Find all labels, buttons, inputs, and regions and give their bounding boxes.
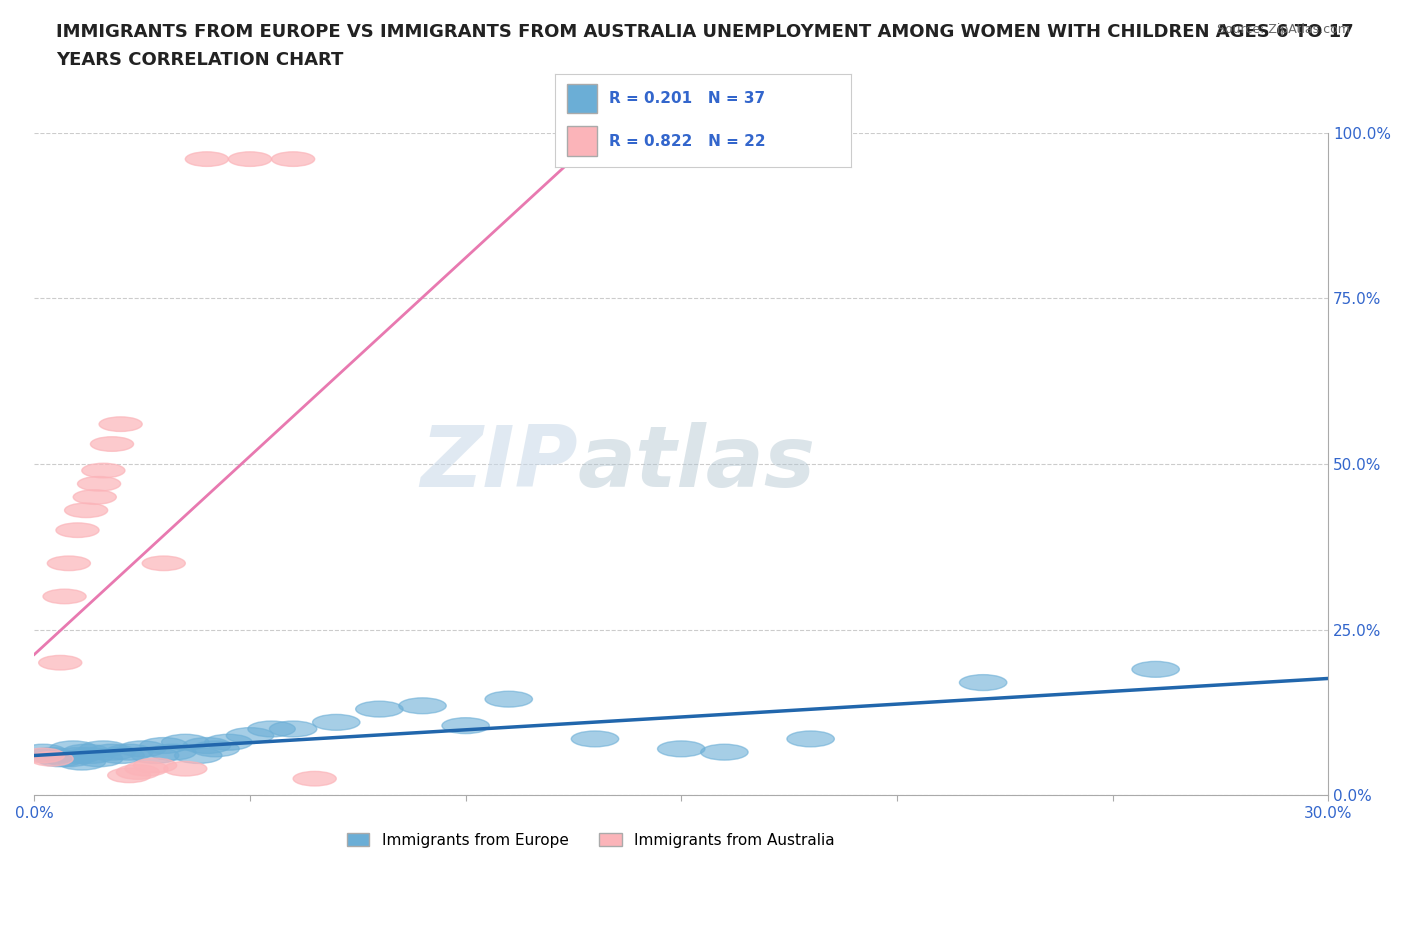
Ellipse shape	[45, 751, 93, 766]
Ellipse shape	[191, 741, 239, 757]
Ellipse shape	[90, 437, 134, 451]
Legend: Immigrants from Europe, Immigrants from Australia: Immigrants from Europe, Immigrants from …	[340, 827, 841, 854]
Ellipse shape	[117, 764, 159, 779]
Ellipse shape	[134, 758, 177, 773]
Ellipse shape	[1132, 661, 1180, 677]
Ellipse shape	[97, 748, 145, 764]
Ellipse shape	[89, 744, 136, 760]
FancyBboxPatch shape	[567, 84, 596, 113]
Text: ZIP: ZIP	[420, 422, 578, 505]
Ellipse shape	[226, 727, 274, 744]
Ellipse shape	[356, 701, 404, 717]
Ellipse shape	[399, 698, 446, 713]
Ellipse shape	[65, 503, 108, 518]
Ellipse shape	[149, 744, 195, 760]
Ellipse shape	[39, 656, 82, 670]
Text: R = 0.822   N = 22: R = 0.822 N = 22	[609, 134, 765, 149]
Ellipse shape	[270, 721, 316, 737]
Ellipse shape	[62, 744, 110, 760]
Ellipse shape	[66, 748, 114, 764]
Ellipse shape	[162, 735, 209, 751]
Text: R = 0.201   N = 37: R = 0.201 N = 37	[609, 91, 765, 106]
Ellipse shape	[571, 731, 619, 747]
Ellipse shape	[485, 691, 533, 707]
Ellipse shape	[228, 152, 271, 166]
Ellipse shape	[82, 463, 125, 478]
Ellipse shape	[58, 754, 105, 770]
Ellipse shape	[787, 731, 834, 747]
Ellipse shape	[292, 771, 336, 786]
Text: Source: ZipAtlas.com: Source: ZipAtlas.com	[1216, 23, 1350, 36]
Ellipse shape	[312, 714, 360, 730]
FancyBboxPatch shape	[567, 126, 596, 156]
Ellipse shape	[48, 556, 90, 571]
Ellipse shape	[28, 748, 76, 764]
Ellipse shape	[80, 741, 127, 757]
Ellipse shape	[44, 589, 86, 604]
Text: atlas: atlas	[578, 422, 815, 505]
Ellipse shape	[73, 490, 117, 504]
Ellipse shape	[76, 751, 122, 766]
Ellipse shape	[700, 744, 748, 760]
Ellipse shape	[183, 737, 231, 753]
Ellipse shape	[141, 737, 187, 753]
Ellipse shape	[125, 762, 169, 776]
Ellipse shape	[20, 744, 66, 760]
Ellipse shape	[131, 748, 179, 764]
Ellipse shape	[56, 523, 98, 538]
Ellipse shape	[37, 751, 84, 766]
Ellipse shape	[163, 762, 207, 776]
Ellipse shape	[174, 748, 222, 764]
Ellipse shape	[98, 417, 142, 432]
Ellipse shape	[21, 748, 65, 763]
Ellipse shape	[959, 674, 1007, 691]
Ellipse shape	[271, 152, 315, 166]
Ellipse shape	[118, 741, 166, 757]
Ellipse shape	[142, 556, 186, 571]
Ellipse shape	[186, 152, 228, 166]
Ellipse shape	[105, 744, 153, 760]
Text: YEARS CORRELATION CHART: YEARS CORRELATION CHART	[56, 51, 343, 69]
Text: IMMIGRANTS FROM EUROPE VS IMMIGRANTS FROM AUSTRALIA UNEMPLOYMENT AMONG WOMEN WIT: IMMIGRANTS FROM EUROPE VS IMMIGRANTS FRO…	[56, 23, 1354, 41]
Ellipse shape	[30, 751, 73, 766]
Ellipse shape	[53, 748, 101, 764]
Ellipse shape	[441, 718, 489, 734]
Ellipse shape	[77, 476, 121, 491]
Ellipse shape	[49, 741, 97, 757]
Ellipse shape	[205, 735, 252, 751]
Ellipse shape	[658, 741, 704, 757]
Ellipse shape	[247, 721, 295, 737]
Ellipse shape	[108, 768, 150, 783]
